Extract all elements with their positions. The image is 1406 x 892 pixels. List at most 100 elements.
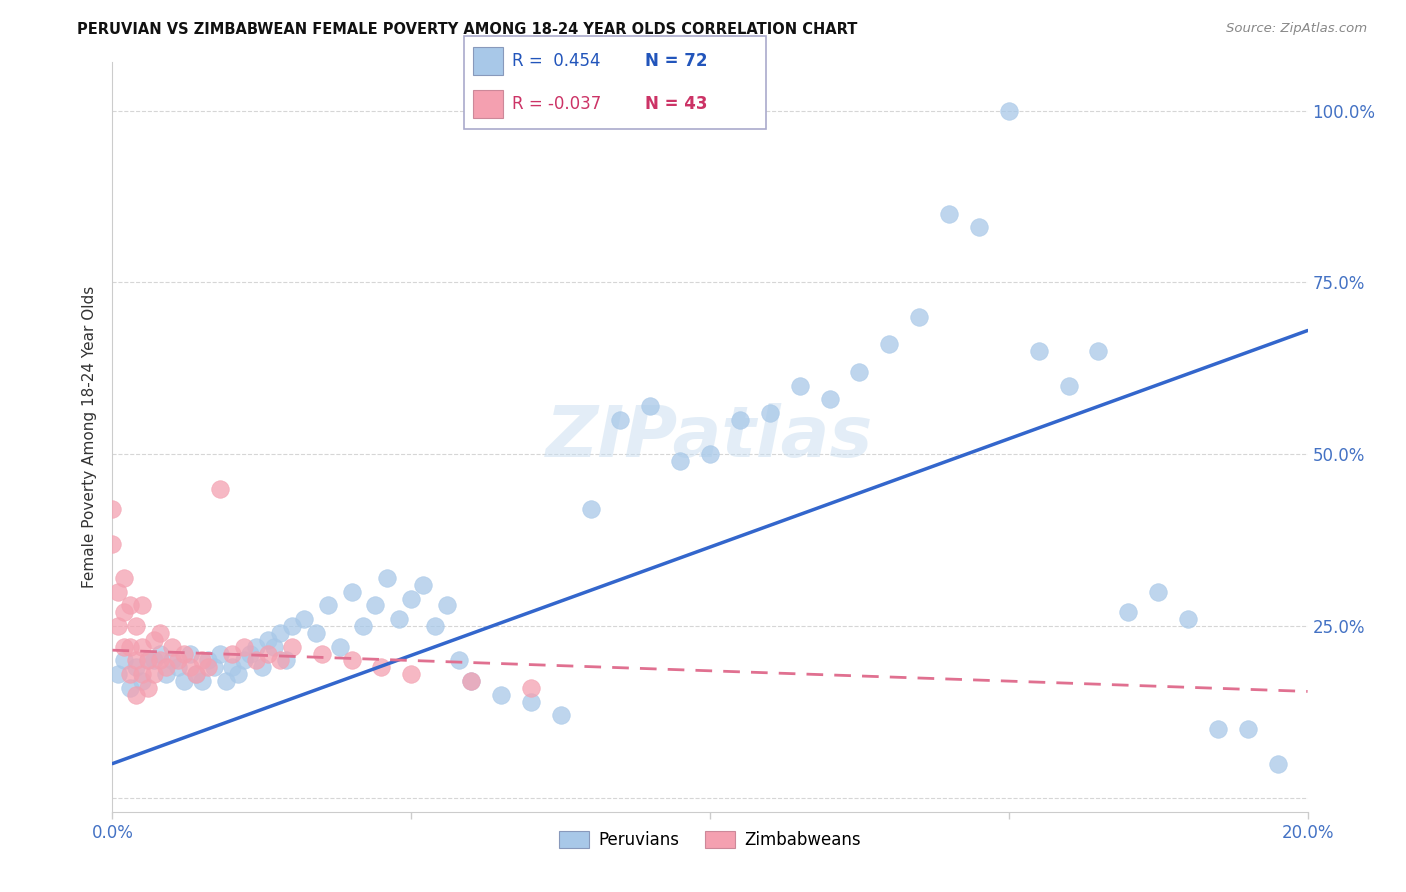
Point <box>1237 723 1260 737</box>
Point <box>967 220 990 235</box>
Point <box>125 660 148 674</box>
Point <box>699 447 721 461</box>
Point <box>120 667 142 681</box>
Point <box>120 640 142 654</box>
Point <box>848 365 870 379</box>
Point <box>107 667 129 681</box>
Point <box>120 599 142 613</box>
Point <box>197 653 219 667</box>
Point <box>114 571 135 585</box>
Point <box>215 674 238 689</box>
Y-axis label: Female Poverty Among 18-24 Year Olds: Female Poverty Among 18-24 Year Olds <box>82 286 97 588</box>
Point <box>669 454 692 468</box>
Point <box>114 653 135 667</box>
Point <box>197 660 219 674</box>
Point <box>292 612 315 626</box>
Point <box>908 310 931 324</box>
Point <box>162 653 183 667</box>
Point <box>221 660 243 674</box>
Point <box>221 647 243 661</box>
Point <box>329 640 352 654</box>
Point <box>209 482 232 496</box>
Legend: Peruvians, Zimbabweans: Peruvians, Zimbabweans <box>553 824 868 855</box>
Point <box>167 660 190 674</box>
Point <box>818 392 841 407</box>
Point <box>520 681 543 695</box>
Point <box>269 626 291 640</box>
Point <box>131 667 153 681</box>
Point <box>149 647 172 661</box>
Point <box>388 612 411 626</box>
Point <box>640 399 662 413</box>
Point <box>609 413 631 427</box>
Point <box>340 584 363 599</box>
Point <box>401 591 423 606</box>
Point <box>489 688 512 702</box>
Point <box>460 674 482 689</box>
Point <box>143 667 166 681</box>
Text: N = 43: N = 43 <box>645 95 707 113</box>
Point <box>728 413 751 427</box>
Point <box>263 640 285 654</box>
Point <box>550 708 572 723</box>
Point <box>938 207 960 221</box>
Point <box>353 619 375 633</box>
Point <box>107 584 129 599</box>
Point <box>436 599 458 613</box>
Point <box>364 599 387 613</box>
Point <box>239 647 262 661</box>
Point <box>191 653 214 667</box>
Point <box>1147 584 1170 599</box>
Point <box>1206 723 1229 737</box>
Point <box>281 640 304 654</box>
Text: N = 72: N = 72 <box>645 52 707 70</box>
Point <box>162 640 183 654</box>
Point <box>114 606 135 620</box>
Text: ZIPatlas: ZIPatlas <box>547 402 873 472</box>
Point <box>149 626 172 640</box>
Point <box>149 653 172 667</box>
Point <box>138 653 160 667</box>
Text: Source: ZipAtlas.com: Source: ZipAtlas.com <box>1226 22 1367 36</box>
Point <box>759 406 782 420</box>
Point <box>1267 756 1289 771</box>
Point <box>107 619 129 633</box>
Point <box>173 647 195 661</box>
Point <box>1177 612 1199 626</box>
Point <box>311 647 333 661</box>
Point <box>998 103 1021 118</box>
Point <box>143 653 166 667</box>
Point <box>131 640 153 654</box>
Point <box>305 626 328 640</box>
Point <box>226 667 249 681</box>
Point <box>101 536 124 550</box>
Point <box>1087 344 1109 359</box>
Point <box>191 674 214 689</box>
Point <box>1028 344 1050 359</box>
Point <box>1118 606 1140 620</box>
Point <box>131 599 153 613</box>
Point <box>879 337 901 351</box>
Point <box>1057 378 1080 392</box>
Point <box>101 502 124 516</box>
Point <box>370 660 392 674</box>
Point <box>120 681 142 695</box>
Point <box>233 640 256 654</box>
Text: R =  0.454: R = 0.454 <box>512 52 600 70</box>
Point <box>202 660 225 674</box>
Text: R = -0.037: R = -0.037 <box>512 95 602 113</box>
Point <box>186 667 208 681</box>
Point <box>114 640 135 654</box>
Point <box>125 653 148 667</box>
Point <box>167 653 190 667</box>
Point <box>257 632 280 647</box>
Point <box>173 674 195 689</box>
Point <box>281 619 304 633</box>
Point <box>789 378 811 392</box>
Point <box>155 667 177 681</box>
Bar <box>472 47 503 75</box>
Point <box>209 647 232 661</box>
Point <box>125 688 148 702</box>
Point <box>186 667 208 681</box>
Point <box>233 653 256 667</box>
